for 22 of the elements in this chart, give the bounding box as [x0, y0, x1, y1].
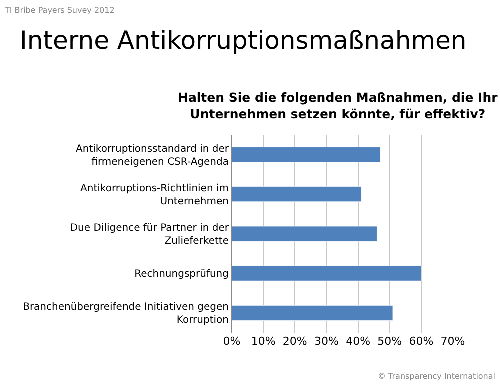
x-tick-label: 30% [314, 335, 339, 348]
y-tick-label: Rechnungsprüfung [134, 269, 229, 280]
chart-subtitle: Halten Sie die folgenden Maßnahmen, die Ihr Unternehmen setzen könnte, für effektiv? [178, 90, 499, 122]
x-tick-label: 40% [346, 335, 371, 348]
bar [232, 226, 378, 242]
y-tick-label: Due Diligence für Partner in der Zulieferkette [70, 223, 230, 247]
x-tick-label: 20% [282, 335, 308, 348]
x-tick-label: 60% [409, 335, 434, 348]
bar [232, 305, 394, 321]
y-tick-label: Antikorruptionsstandard in der firmeneigenen CSR-Agenda [76, 144, 230, 168]
y-tick-label: Branchenübergreifende Initiativen gegen Korruption [23, 302, 229, 326]
x-tick-label: 10% [251, 335, 276, 348]
bar [232, 186, 362, 202]
x-tick-label: 50% [378, 335, 402, 348]
x-tick-label: 70% [440, 335, 466, 348]
y-tick-label: Antikorruptions-Richtlinien im Unternehmen [80, 183, 229, 208]
bar [232, 266, 422, 282]
text: TI Bribe Payers Suvey 2012 [4, 6, 115, 15]
bar [232, 147, 381, 163]
chart-title: Interne Antikorruptionsmaßnahmen [20, 26, 467, 56]
x-tick-label: 0% [223, 335, 241, 348]
text: © Transparency International [378, 372, 496, 381]
